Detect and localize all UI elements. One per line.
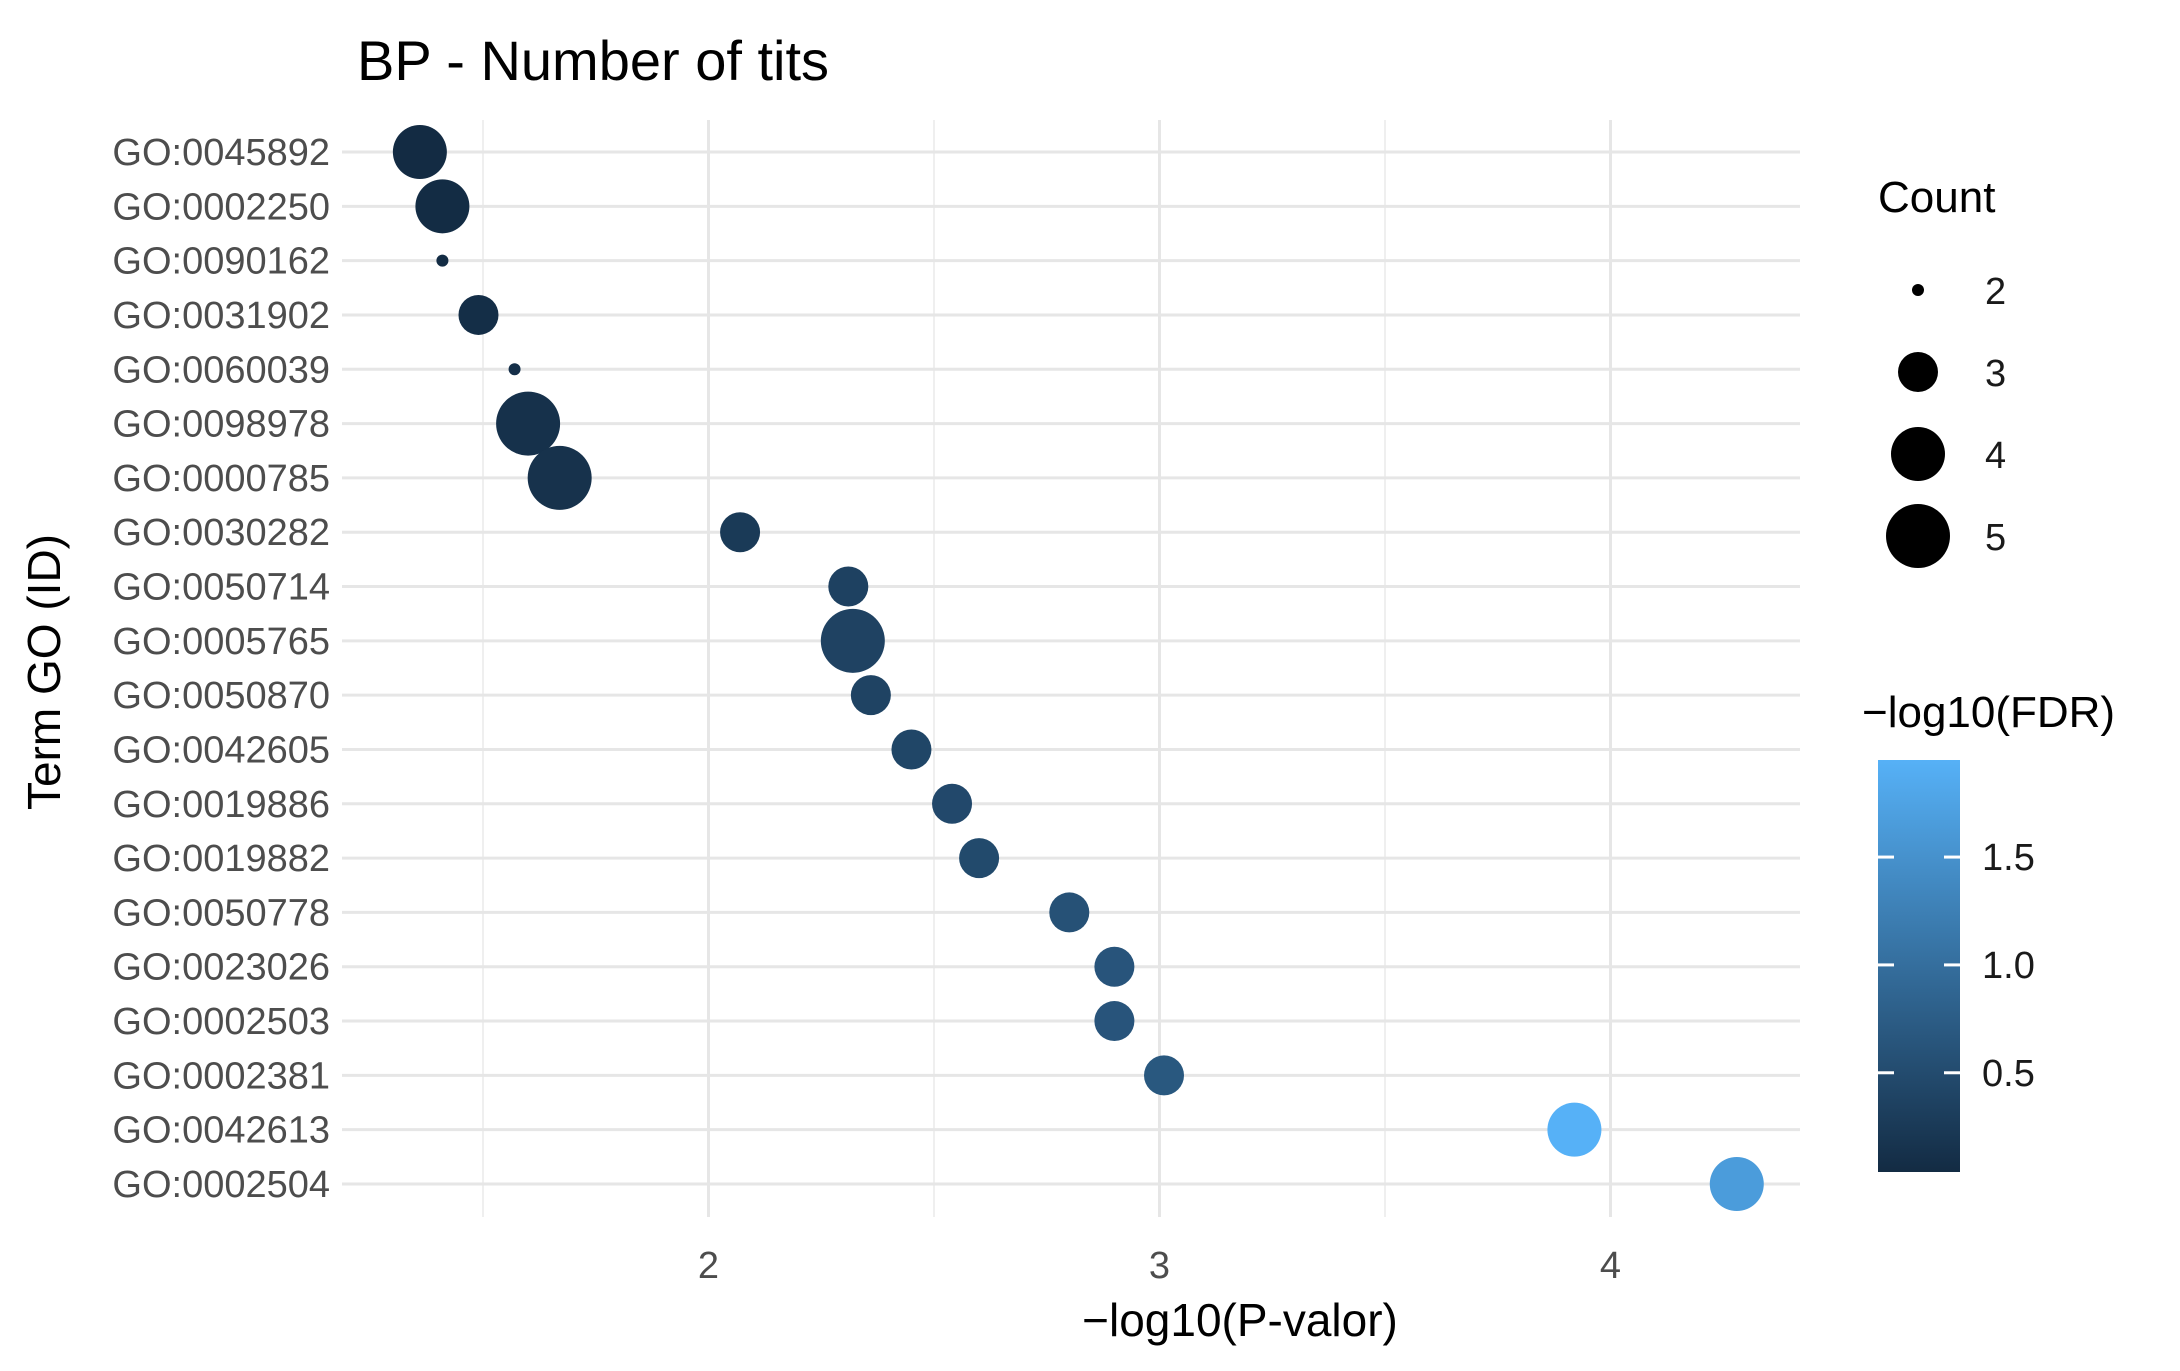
y-tick-label: GO:0042605 (112, 729, 330, 771)
data-point (527, 445, 592, 510)
count-size-legend: Count 2 3 4 5 (1878, 173, 2006, 568)
data-point (720, 512, 761, 553)
data-point (1709, 1157, 1764, 1211)
data-point (436, 254, 449, 267)
x-tick-label: 3 (1149, 1245, 1170, 1287)
data-points (392, 125, 1764, 1211)
y-tick-label: GO:0030282 (112, 512, 330, 554)
fdr-legend-title: −log10(FDR) (1862, 688, 2115, 737)
count-legend-label: 3 (1985, 353, 2006, 395)
data-point (891, 729, 932, 770)
x-tick-label: 2 (698, 1245, 719, 1287)
data-point (508, 363, 521, 376)
count-legend-key (1886, 504, 1950, 568)
x-axis-tick-labels: 2 3 4 (698, 1245, 1621, 1287)
y-tick-label: GO:0002504 (112, 1164, 330, 1206)
count-legend-title: Count (1878, 173, 1995, 222)
y-tick-label: GO:0060039 (112, 349, 330, 391)
y-tick-label: GO:0002250 (112, 186, 330, 228)
fdr-color-legend: −log10(FDR) 0.5 1.0 1.5 (1862, 688, 2115, 1172)
y-tick-label: GO:0045892 (112, 132, 330, 174)
colorbar-tick-label: 0.5 (1982, 1053, 2035, 1095)
data-point (1049, 892, 1090, 933)
data-point (959, 838, 1000, 879)
data-point (1094, 946, 1135, 987)
plot-gridlines (342, 120, 1800, 1217)
data-point (1094, 1001, 1135, 1042)
y-tick-label: GO:0042613 (112, 1110, 330, 1152)
data-point (850, 675, 891, 716)
y-tick-label: GO:0050778 (112, 892, 330, 934)
y-tick-label: GO:0098978 (112, 404, 330, 446)
data-point (496, 391, 561, 456)
colorbar-tick-label: 1.0 (1982, 945, 2035, 987)
data-point (932, 783, 973, 824)
y-tick-label: GO:0002381 (112, 1055, 330, 1097)
y-tick-label: GO:0050714 (112, 567, 330, 609)
count-legend-key (1898, 352, 1938, 392)
y-axis-title: Term GO (ID) (18, 534, 70, 810)
y-tick-label: GO:0005765 (112, 621, 330, 663)
data-point (1144, 1055, 1185, 1096)
y-tick-label: GO:0019886 (112, 784, 330, 826)
y-tick-label: GO:0002503 (112, 1001, 330, 1043)
y-axis-tick-labels: GO:0045892 GO:0002250 GO:0090162 GO:0031902… (112, 132, 330, 1206)
colorbar-tick-label: 1.5 (1982, 837, 2035, 879)
x-axis-title: −log10(P-valor) (1082, 1294, 1398, 1346)
x-tick-label: 4 (1600, 1245, 1621, 1287)
y-tick-label: GO:0031902 (112, 295, 330, 337)
y-tick-label: GO:0050870 (112, 675, 330, 717)
y-tick-label: GO:0090162 (112, 241, 330, 283)
count-legend-label: 4 (1985, 435, 2006, 477)
count-legend-label: 5 (1985, 517, 2006, 559)
y-tick-label: GO:0019882 (112, 838, 330, 880)
count-legend-key (1912, 284, 1924, 296)
data-point (828, 566, 869, 607)
chart-title: BP - Number of tits (357, 29, 829, 92)
data-point (458, 294, 499, 335)
count-legend-label: 2 (1985, 271, 2006, 313)
data-point (820, 608, 885, 673)
data-point (415, 179, 470, 234)
data-point (1547, 1102, 1602, 1157)
data-point (392, 125, 447, 179)
y-tick-label: GO:0000785 (112, 458, 330, 500)
y-tick-label: GO:0023026 (112, 947, 330, 989)
count-legend-key (1891, 427, 1945, 481)
